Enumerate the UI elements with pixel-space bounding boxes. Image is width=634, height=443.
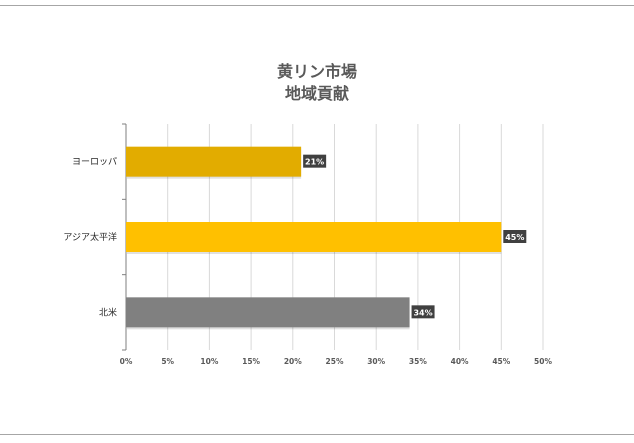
bar bbox=[126, 222, 502, 252]
data-label: 34% bbox=[413, 308, 432, 317]
category-label: ヨーロッパ bbox=[72, 157, 117, 168]
data-label-box bbox=[411, 305, 435, 319]
category-label: 北米 bbox=[99, 306, 117, 318]
top-border bbox=[0, 5, 634, 6]
x-tick-label: 20% bbox=[284, 357, 302, 366]
data-label: 21% bbox=[305, 158, 324, 167]
data-label: 45% bbox=[505, 233, 524, 242]
chart-title-line2: 地域貢献 bbox=[284, 84, 349, 103]
category-label: アジア太平洋 bbox=[63, 231, 117, 243]
chart-title-line1: 黄リン市場 bbox=[276, 62, 357, 81]
data-label-box bbox=[503, 230, 527, 243]
x-tick-label: 0% bbox=[120, 357, 133, 366]
x-tick-label: 5% bbox=[161, 357, 174, 366]
bottom-border bbox=[0, 434, 634, 435]
data-label-box bbox=[303, 154, 327, 168]
x-tick-label: 45% bbox=[492, 357, 510, 366]
x-tick-label: 25% bbox=[326, 357, 344, 366]
x-tick-label: 40% bbox=[451, 357, 469, 366]
x-tick-label: 30% bbox=[367, 357, 385, 366]
x-tick-label: 10% bbox=[200, 357, 218, 366]
x-tick-label: 35% bbox=[409, 357, 427, 366]
x-tick-label: 15% bbox=[242, 357, 260, 366]
bar bbox=[126, 146, 302, 177]
bar bbox=[126, 297, 410, 328]
x-tick-label: 50% bbox=[534, 357, 552, 366]
